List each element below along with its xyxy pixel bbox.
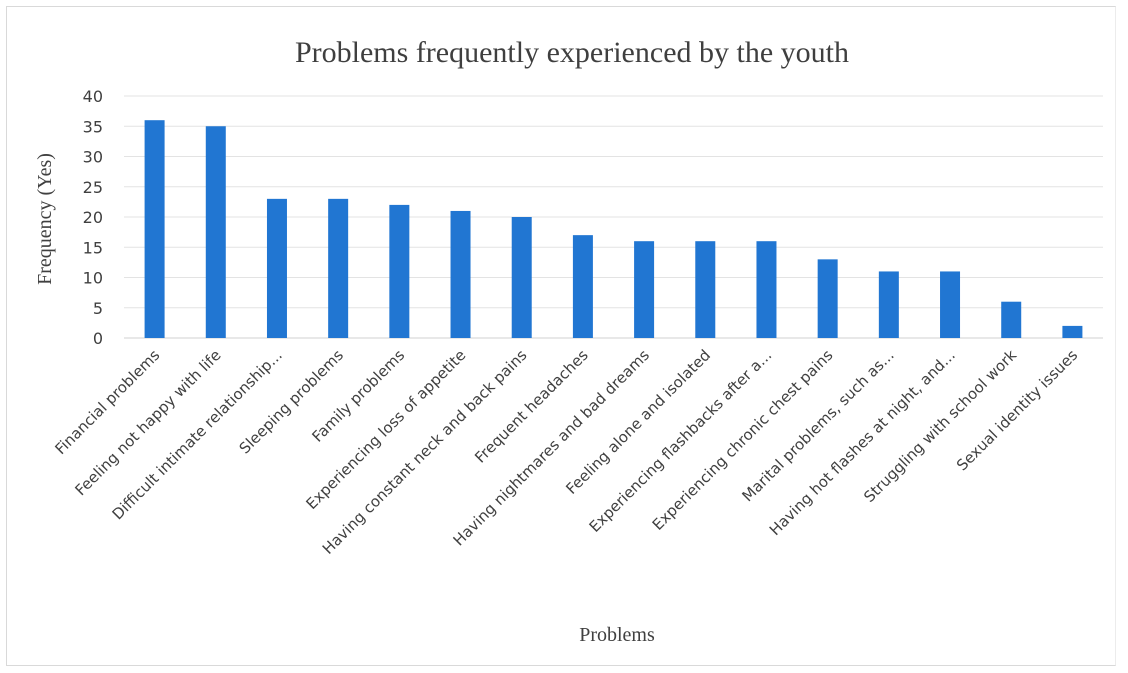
y-axis-title: Frequency (Yes) xyxy=(34,153,56,285)
x-tick-label: Financial problems xyxy=(51,346,163,458)
y-tick-label: 10 xyxy=(83,269,103,288)
bar xyxy=(695,241,716,338)
y-tick-label: 20 xyxy=(83,208,103,227)
y-axis-ticks: 0 5 10 15 20 25 30 35 40 xyxy=(83,87,103,348)
bar xyxy=(328,198,349,338)
x-axis-title: Problems xyxy=(579,624,655,646)
y-tick-label: 5 xyxy=(93,299,103,318)
bar xyxy=(817,259,838,338)
y-tick-label: 30 xyxy=(83,148,103,167)
bars xyxy=(144,120,1083,338)
bar xyxy=(572,235,593,338)
bar xyxy=(634,241,655,338)
y-tick-label: 40 xyxy=(83,87,103,106)
bar xyxy=(205,126,226,338)
chart-frame xyxy=(6,6,1116,666)
bar xyxy=(940,271,961,338)
bar xyxy=(1001,301,1022,338)
bar xyxy=(878,271,899,338)
bar xyxy=(450,210,471,338)
bar xyxy=(144,120,165,338)
bar xyxy=(756,241,777,338)
bar xyxy=(389,204,410,338)
y-tick-label: 25 xyxy=(83,178,103,197)
y-tick-label: 35 xyxy=(83,117,103,136)
chart-title: Problems frequently experienced by the y… xyxy=(295,36,849,69)
bar xyxy=(1062,325,1083,338)
x-tick-label: Sexual identity issues xyxy=(953,346,1081,474)
y-tick-label: 15 xyxy=(83,238,103,257)
x-tick-label: Sleeping problems xyxy=(236,346,348,458)
bar xyxy=(511,217,532,338)
x-tick-label: Frequent headaches xyxy=(471,346,592,467)
bar xyxy=(266,198,287,338)
y-tick-label: 0 xyxy=(93,329,103,348)
gridlines xyxy=(124,95,1103,339)
